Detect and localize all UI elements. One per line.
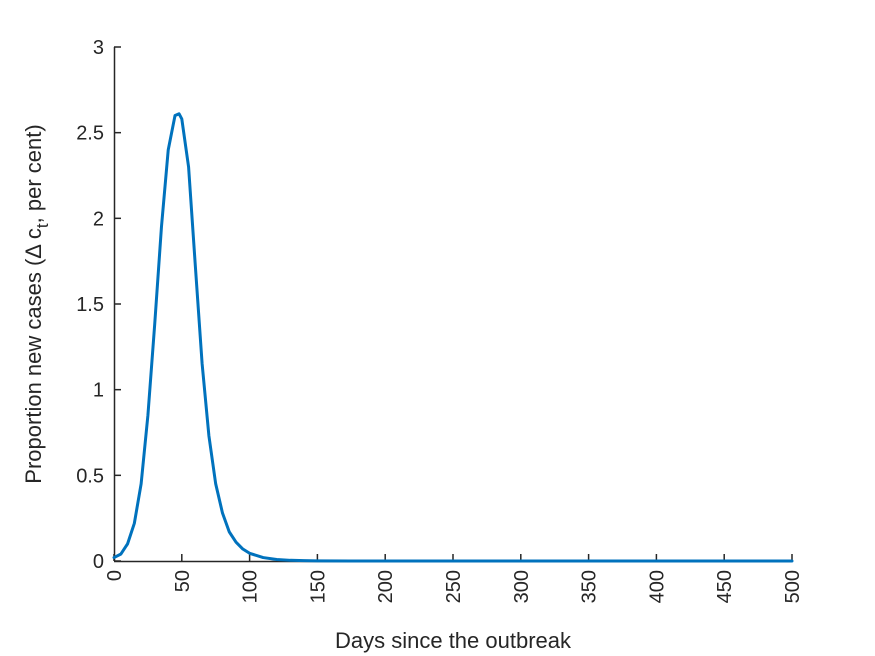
y-axis-label-suffix: , per cent) (21, 124, 46, 223)
y-axis-ticks: 0 0.5 1 1.5 2 2.5 3 (76, 37, 121, 573)
y-tick-label: 0.5 (76, 465, 104, 487)
y-axis-label: Proportion new cases (Δ ct, per cent) (21, 124, 52, 483)
x-tick-label: 400 (646, 570, 668, 603)
x-tick-label: 50 (172, 570, 194, 592)
x-tick-label: 150 (307, 570, 329, 603)
y-tick-label: 1.5 (76, 294, 104, 316)
x-tick-label: 300 (511, 570, 533, 603)
x-tick-label: 0 (104, 570, 126, 581)
x-tick-label: 200 (375, 570, 397, 603)
x-tick-label: 250 (443, 570, 465, 603)
x-tick-label: 100 (240, 570, 262, 603)
y-tick-label: 0 (93, 551, 104, 573)
x-tick-label: 350 (579, 570, 601, 603)
y-tick-label: 2 (93, 208, 104, 230)
series-line (112, 112, 794, 563)
x-tick-label: 500 (782, 570, 804, 603)
y-axis-label-prefix: Proportion new cases (Δ c (21, 228, 46, 484)
x-tick-label: 450 (714, 570, 736, 603)
y-axis-label-subscript: t (33, 223, 52, 228)
y-tick-label: 3 (93, 37, 104, 59)
y-tick-label: 1 (93, 380, 104, 402)
x-axis-label: Days since the outbreak (335, 628, 572, 653)
y-tick-label: 2.5 (76, 123, 104, 145)
